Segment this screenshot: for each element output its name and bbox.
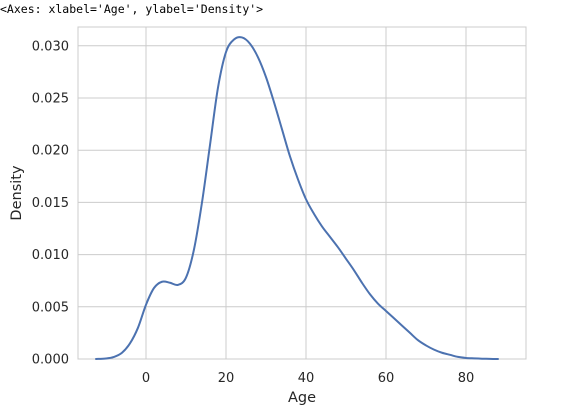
x-tick-label: 0 bbox=[142, 371, 150, 386]
y-tick-label: 0.030 bbox=[32, 39, 69, 54]
x-axis-label: Age bbox=[288, 390, 316, 406]
y-tick-label: 0.015 bbox=[32, 196, 69, 211]
y-tick-label: 0.020 bbox=[32, 144, 69, 159]
y-tick-label: 0.010 bbox=[32, 248, 69, 263]
x-tick-label: 20 bbox=[218, 371, 235, 386]
plot-frame bbox=[77, 26, 527, 360]
y-tick-label: 0.000 bbox=[32, 353, 69, 368]
tick-labels: 0 20 40 60 80 0.000 0.005 0.010 0.015 0.020 0.025 0… bbox=[32, 39, 474, 386]
x-tick-label: 60 bbox=[378, 371, 395, 386]
kde-line bbox=[95, 36, 499, 360]
axes-repr-output: <Axes: xlabel='Age', ylabel='Density'> bbox=[0, 2, 264, 16]
x-tick-label: 80 bbox=[458, 371, 475, 386]
y-tick-label: 0.005 bbox=[32, 300, 69, 315]
x-tick-label: 40 bbox=[298, 371, 315, 386]
y-tick-label: 0.025 bbox=[32, 91, 69, 106]
y-axis-label: Density bbox=[9, 165, 25, 221]
